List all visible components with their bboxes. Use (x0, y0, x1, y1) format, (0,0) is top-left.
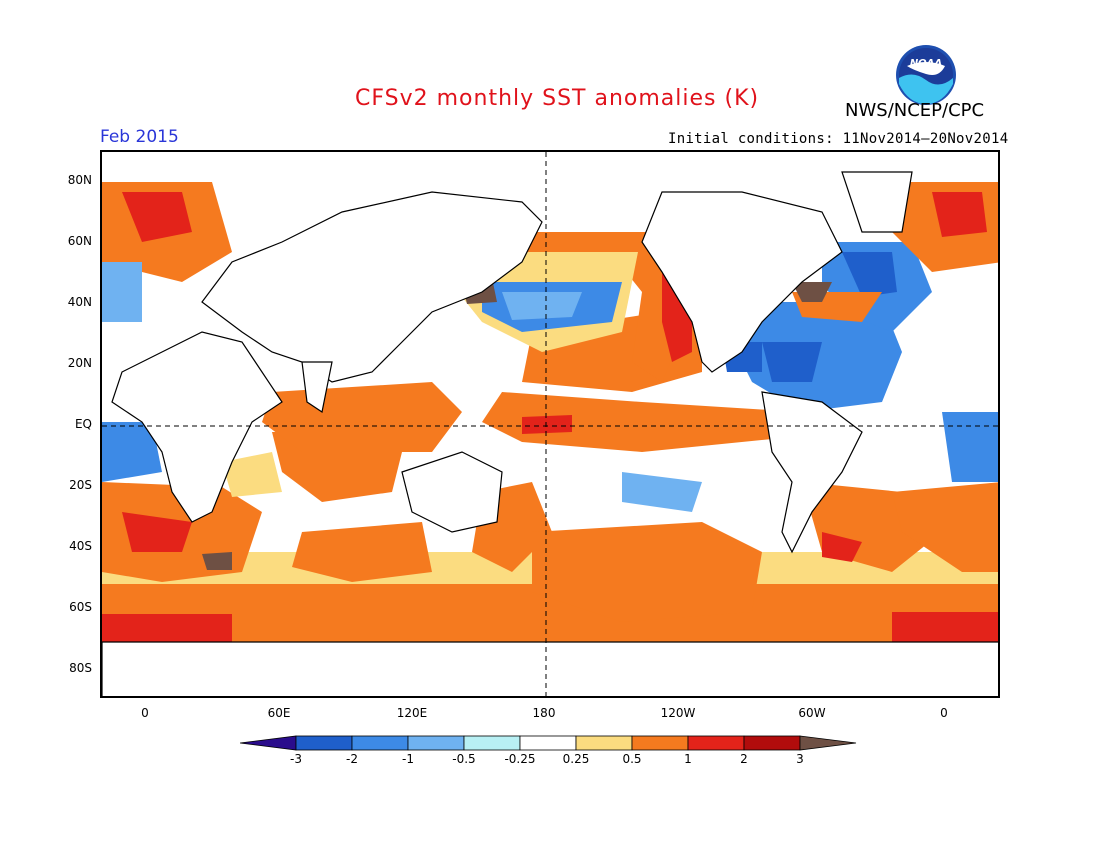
colorbar-segment (295, 735, 353, 751)
colorbar (240, 735, 857, 751)
map-title: CFSv2 monthly SST anomalies (K) (355, 86, 760, 111)
colorbar-tick-label: -0.25 (504, 752, 536, 766)
colorbar-segment (407, 735, 465, 751)
colorbar-segment (519, 735, 577, 751)
lat-label: 20S (69, 478, 92, 492)
colorbar-tick-label: -2 (346, 752, 358, 766)
initial-conditions: Initial conditions: 11Nov2014–20Nov2014 (668, 131, 1009, 147)
colorbar-segment (631, 735, 689, 751)
colorbar-tick-label: 0.5 (622, 752, 642, 766)
colorbar-tick-label: -1 (402, 752, 414, 766)
colorbar-segment (743, 735, 801, 751)
colorbar-tick-label: 1 (684, 752, 692, 766)
colorbar-tick-label: 3 (796, 752, 804, 766)
lon-label: 60W (798, 706, 826, 720)
lon-label: 0 (940, 706, 948, 720)
lon-label: 0 (141, 706, 149, 720)
continents (102, 171, 998, 696)
colorbar-tick-label: -3 (290, 752, 302, 766)
map-canvas (102, 152, 998, 696)
lat-label: EQ (74, 417, 92, 431)
lat-label: 40S (69, 539, 92, 553)
lat-label: 80N (67, 173, 92, 187)
lat-label: 60S (69, 600, 92, 614)
lat-label: 40N (67, 295, 92, 309)
colorbar-min-triangle (240, 735, 297, 751)
colorbar-segment (575, 735, 633, 751)
lat-label: 20N (67, 356, 92, 370)
colorbar-max-triangle (799, 735, 857, 751)
lon-label: 120E (396, 706, 428, 720)
lat-label: 60N (67, 234, 92, 248)
sst-anomaly-map (100, 150, 1000, 698)
colorbar-segment (351, 735, 409, 751)
lon-label: 180 (532, 706, 556, 720)
lon-label: 120W (660, 706, 696, 720)
colorbar-segment (687, 735, 745, 751)
lon-label: 60E (267, 706, 291, 720)
agency-label: NWS/NCEP/CPC (845, 100, 985, 121)
colorbar-tick-label: -0.5 (452, 752, 476, 766)
colorbar-tick-label: 0.25 (562, 752, 590, 766)
svg-text:NOAA: NOAA (910, 58, 942, 69)
colorbar-segment (463, 735, 521, 751)
forecast-month: Feb 2015 (100, 127, 179, 147)
colorbar-tick-label: 2 (740, 752, 748, 766)
lat-label: 80S (69, 661, 92, 675)
noaa-logo: NOAA (896, 45, 956, 105)
